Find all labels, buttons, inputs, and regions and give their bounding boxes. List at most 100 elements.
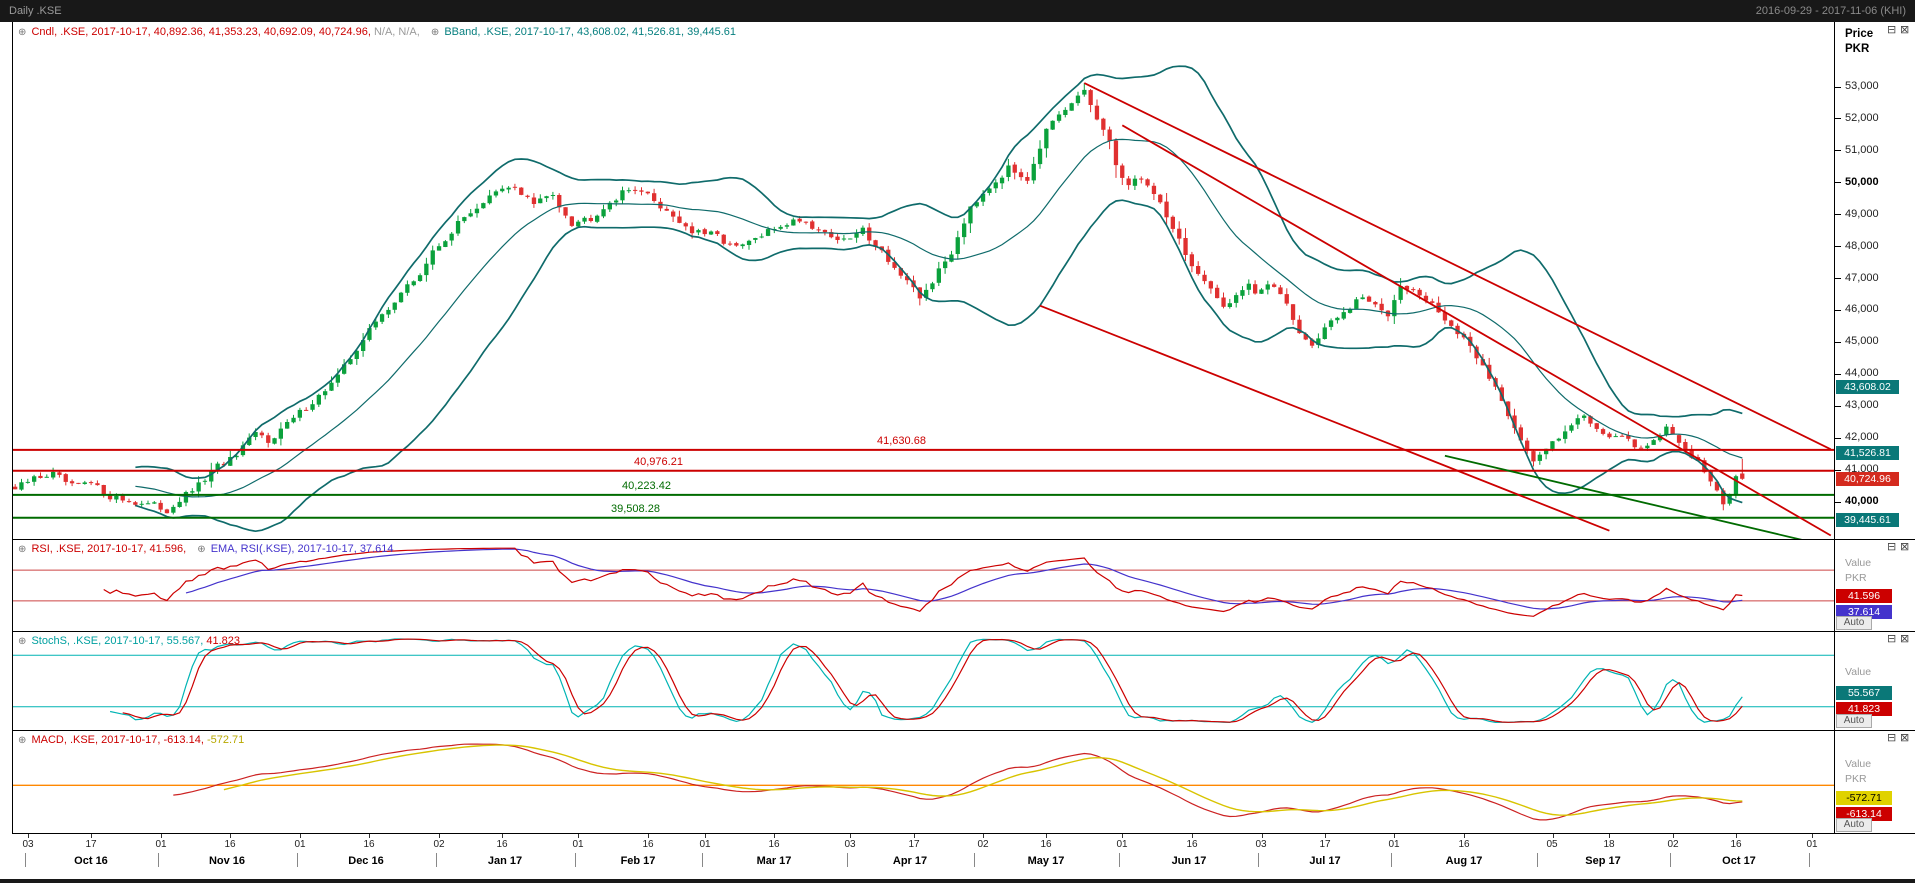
candle-body (582, 217, 587, 222)
candle-body (139, 503, 144, 505)
candle-body (867, 227, 872, 241)
candle-body (114, 496, 119, 500)
candle-body (784, 225, 790, 227)
main-panel-close-icon[interactable]: ⊠ (1900, 24, 1910, 36)
macd-value-badge: -613.14 (1836, 807, 1892, 821)
candle-body (753, 238, 758, 240)
candle-body (133, 502, 138, 505)
candle-body (715, 231, 720, 234)
macd-panel-close-icon[interactable]: ⊠ (1900, 732, 1910, 744)
candle-body (519, 187, 524, 195)
candle-body (1259, 289, 1264, 294)
candle-body (19, 482, 24, 490)
candle-body (82, 482, 87, 484)
x-tick-label: 16 (1458, 839, 1470, 850)
main-legend[interactable]: ⊕ Cndl, .KSE, 2017-10-17, 40,892.36, 41,… (18, 26, 736, 38)
stoch-auto-scale-button[interactable]: Auto (1836, 714, 1872, 728)
rsi-legend-text[interactable]: RSI, .KSE, 2017-10-17, 41.596, (31, 543, 187, 555)
candle-body (1208, 281, 1213, 289)
macd-plot[interactable] (12, 731, 1834, 833)
candle-body (1328, 320, 1334, 327)
candle-body (525, 195, 530, 197)
stoch-panel-close-icon[interactable]: ⊠ (1900, 633, 1910, 645)
candle-body (1088, 90, 1093, 105)
title-bar[interactable]: Daily .KSE 2016-09-29 - 2017-11-06 (KHI) (0, 0, 1915, 22)
macd-auto-scale-button[interactable]: Auto (1836, 818, 1872, 832)
month-separator (1669, 853, 1671, 867)
rsi-ema-series-icon[interactable]: ⊕ (197, 544, 206, 555)
stochastic-plot[interactable] (12, 632, 1834, 730)
x-tick-mark (1191, 833, 1193, 838)
candle-body (614, 200, 619, 203)
candle-body (253, 432, 258, 437)
candle-body (1442, 312, 1448, 321)
candle-body (664, 208, 669, 211)
price-axis-title: Price (1845, 28, 1874, 40)
macd-panel-minimize-icon[interactable]: ⊟ (1887, 732, 1897, 744)
rsi-ema-legend-text[interactable]: EMA, RSI(.KSE), 2017-10-17, 37.614 (210, 543, 394, 555)
candle-body (1056, 114, 1062, 121)
stoch-panel-minimize-icon[interactable]: ⊟ (1887, 633, 1897, 645)
candle-body (1537, 454, 1542, 461)
candle-body (1050, 120, 1055, 130)
stoch-k-line (109, 638, 1743, 724)
x-tick-label: 16 (363, 839, 375, 850)
candle-body (1120, 165, 1125, 178)
price-tick-label: 49,000 (1845, 208, 1879, 220)
candle-legend[interactable]: Cndl, .KSE, 2017-10-17, 40,892.36, 41,35… (31, 26, 371, 38)
candle-body (588, 218, 593, 221)
x-tick-mark (983, 833, 985, 838)
candle-body (1063, 109, 1068, 115)
candle-body (987, 188, 992, 193)
x-tick-mark (1735, 833, 1737, 838)
price-axis-badge: 43,608.02 (1836, 380, 1899, 394)
candle-body (829, 232, 834, 238)
rsi-plot[interactable] (12, 540, 1834, 631)
candle-body (468, 213, 473, 217)
candle-body (405, 284, 410, 293)
stoch-series-icon[interactable]: ⊕ (18, 636, 27, 647)
candle-body (1600, 429, 1606, 434)
candle-body (930, 283, 935, 290)
price-tick-mark (1834, 341, 1841, 343)
candle-body (1740, 473, 1745, 479)
candle-body (1132, 178, 1138, 186)
candle-body (1006, 165, 1011, 177)
macd-series-icon[interactable]: ⊕ (18, 735, 27, 746)
stoch-d-legend-text[interactable]: 41.823 (206, 635, 241, 647)
candle-body (1550, 441, 1555, 449)
rsi-panel-close-icon[interactable]: ⊠ (1900, 541, 1910, 553)
main-price-plot[interactable] (12, 22, 1834, 539)
price-tick-label: 47,000 (1845, 272, 1879, 284)
macd-signal-legend-text[interactable]: -572.71 (206, 734, 245, 746)
x-tick-label: 01 (572, 839, 584, 850)
candle-body (171, 506, 176, 513)
bband-legend[interactable]: BBand, .KSE, 2017-10-17, 43,608.02, 41,5… (444, 26, 737, 38)
rsi-auto-scale-button[interactable]: Auto (1836, 616, 1872, 630)
x-tick-label: 18 (1603, 839, 1615, 850)
candle-body (645, 191, 650, 194)
macd-legend-text[interactable]: MACD, .KSE, 2017-10-17, -613.14, (31, 734, 204, 746)
candle-body (1107, 129, 1112, 141)
stoch-legend[interactable]: ⊕ StochS, .KSE, 2017-10-17, 55.567, 41.8… (18, 635, 240, 647)
candle-body (1297, 319, 1302, 334)
macd-legend[interactable]: ⊕ MACD, .KSE, 2017-10-17, -613.14, -572.… (18, 734, 244, 746)
rsi-series-icon[interactable]: ⊕ (18, 544, 27, 555)
candle-body (272, 438, 277, 444)
candle-body (1113, 140, 1119, 166)
rsi-panel-minimize-icon[interactable]: ⊟ (1887, 541, 1897, 553)
bband-series-icon[interactable]: ⊕ (430, 27, 440, 38)
candle-body (1341, 312, 1346, 319)
candle-series-icon[interactable]: ⊕ (18, 27, 27, 38)
candle-body (924, 289, 929, 298)
price-tick-label: 46,000 (1845, 303, 1879, 315)
stoch-legend-text[interactable]: StochS, .KSE, 2017-10-17, 55.567, (31, 635, 204, 647)
candle-body (696, 230, 701, 233)
price-tick-mark (1834, 150, 1841, 152)
price-tick-label: 51,000 (1845, 144, 1879, 156)
x-tick-mark (1261, 833, 1263, 838)
main-panel-minimize-icon[interactable]: ⊟ (1887, 24, 1897, 36)
candle-body (190, 491, 195, 493)
rsi-legend[interactable]: ⊕ RSI, .KSE, 2017-10-17, 41.596, ⊕ EMA, … (18, 543, 394, 555)
